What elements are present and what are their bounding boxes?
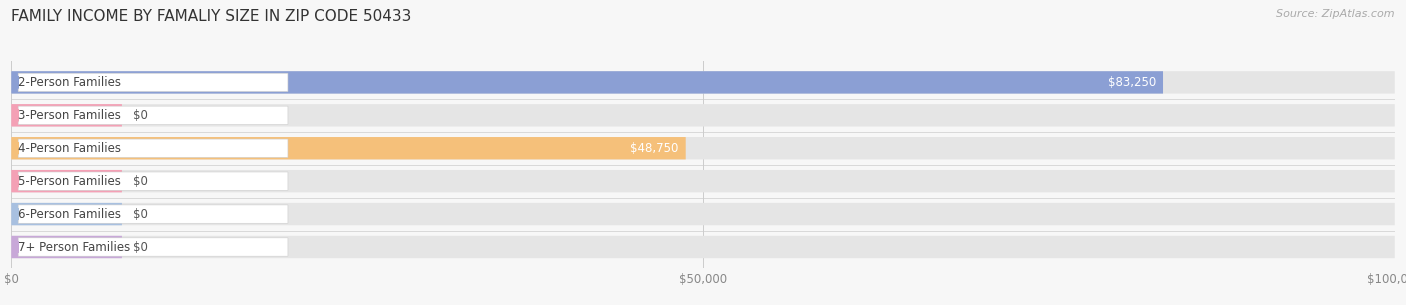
Text: 4-Person Families: 4-Person Families (18, 142, 121, 155)
FancyBboxPatch shape (11, 236, 1395, 258)
Text: $0: $0 (134, 109, 148, 122)
FancyBboxPatch shape (11, 137, 1395, 160)
FancyBboxPatch shape (18, 106, 288, 124)
FancyBboxPatch shape (18, 238, 288, 256)
Text: $0: $0 (134, 175, 148, 188)
FancyBboxPatch shape (11, 104, 122, 127)
Text: 5-Person Families: 5-Person Families (18, 175, 121, 188)
FancyBboxPatch shape (18, 205, 288, 223)
FancyBboxPatch shape (18, 172, 288, 190)
Text: $0: $0 (134, 241, 148, 253)
Text: Source: ZipAtlas.com: Source: ZipAtlas.com (1277, 9, 1395, 19)
FancyBboxPatch shape (18, 139, 288, 157)
FancyBboxPatch shape (18, 73, 288, 92)
Text: $0: $0 (134, 208, 148, 221)
FancyBboxPatch shape (11, 104, 1395, 127)
FancyBboxPatch shape (11, 137, 686, 160)
FancyBboxPatch shape (11, 71, 1163, 94)
Text: $83,250: $83,250 (1108, 76, 1156, 89)
FancyBboxPatch shape (11, 203, 122, 225)
Text: 3-Person Families: 3-Person Families (18, 109, 121, 122)
Text: FAMILY INCOME BY FAMALIY SIZE IN ZIP CODE 50433: FAMILY INCOME BY FAMALIY SIZE IN ZIP COD… (11, 9, 412, 24)
FancyBboxPatch shape (11, 203, 1395, 225)
Text: $48,750: $48,750 (630, 142, 679, 155)
FancyBboxPatch shape (11, 236, 122, 258)
Text: 7+ Person Families: 7+ Person Families (18, 241, 131, 253)
Text: 6-Person Families: 6-Person Families (18, 208, 121, 221)
Text: 2-Person Families: 2-Person Families (18, 76, 121, 89)
FancyBboxPatch shape (11, 170, 1395, 192)
FancyBboxPatch shape (11, 170, 122, 192)
FancyBboxPatch shape (11, 71, 1395, 94)
